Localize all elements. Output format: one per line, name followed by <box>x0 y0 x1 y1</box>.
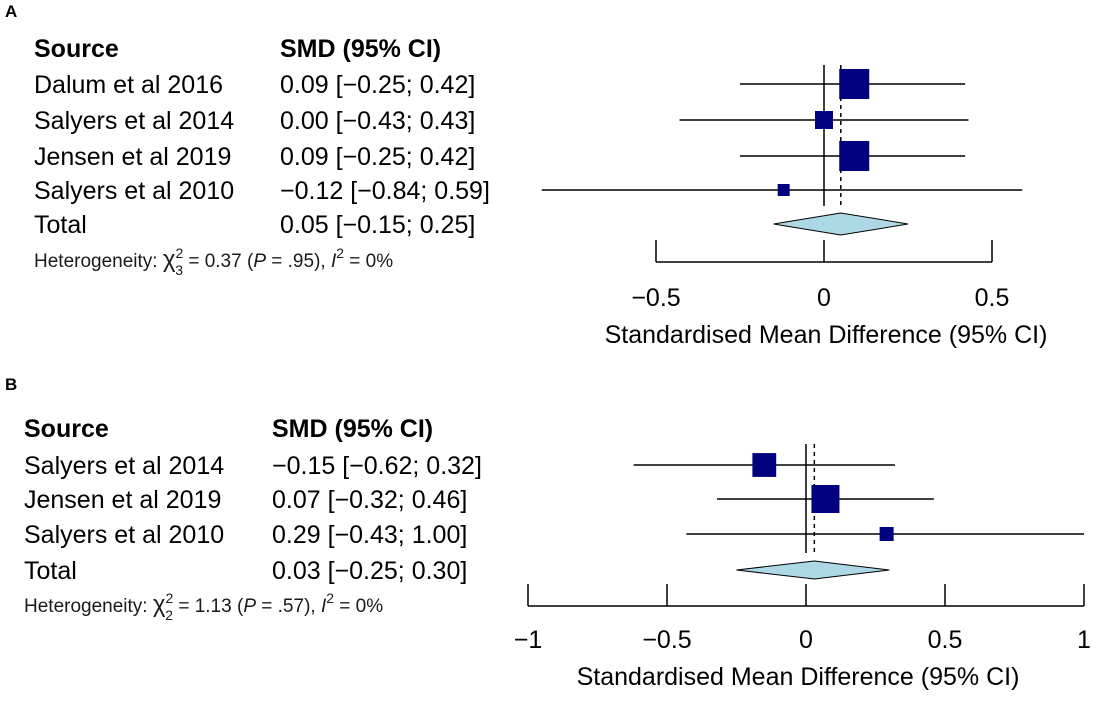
study-smd-ci: −0.15 [−0.62; 0.32] <box>272 452 482 480</box>
heterogeneity-prefix: Heterogeneity: <box>24 596 153 617</box>
x-tick-label: −1 <box>514 626 543 654</box>
study-name: Jensen et al 2019 <box>34 143 231 171</box>
i2-superscript: 2 <box>326 590 334 606</box>
study-name: Jensen et al 2019 <box>24 486 221 514</box>
i2-label: I <box>331 251 337 272</box>
study-effect-box <box>839 69 870 99</box>
x-axis-title: Standardised Mean Difference (95% CI) <box>577 663 1020 691</box>
heterogeneity-statistic: Heterogeneity: χ2 3 = 0.37 (P = .95), I2 … <box>34 245 393 278</box>
study-effect-box <box>815 111 833 129</box>
p-value: = .57), <box>256 596 321 617</box>
source-column-header: Source <box>34 35 119 63</box>
heterogeneity-statistic: Heterogeneity: χ2 2 = 1.13 (P = .57), I2 … <box>24 590 383 623</box>
chi-value: = 1.13 ( <box>173 596 244 617</box>
study-effect-box <box>879 527 894 541</box>
heterogeneity-prefix: Heterogeneity: <box>34 251 163 272</box>
p-value: = .95), <box>266 251 331 272</box>
smd-column-header: SMD (95% CI) <box>272 415 433 443</box>
study-effect-box <box>752 453 777 477</box>
panel-label: A <box>5 2 17 21</box>
study-effect-box <box>777 184 790 196</box>
x-tick-label: 0 <box>817 284 831 312</box>
study-smd-ci: 0.09 [−0.25; 0.42] <box>280 143 475 171</box>
pooled-diamond <box>773 212 909 236</box>
x-tick-label: 0.5 <box>975 284 1010 312</box>
study-name: Salyers et al 2010 <box>24 521 224 549</box>
chi-subscript: 2 <box>165 607 173 623</box>
chi-symbol: χ <box>163 246 176 273</box>
source-column-header: Source <box>24 415 109 443</box>
study-effect-box <box>811 485 840 513</box>
x-tick-label: −0.5 <box>631 284 680 312</box>
x-tick-label: −0.5 <box>642 626 691 654</box>
x-tick-label: 1 <box>1077 626 1091 654</box>
study-smd-ci: 0.09 [−0.25; 0.42] <box>280 71 475 99</box>
chi-subscript: 3 <box>175 262 183 278</box>
total-smd-ci: 0.03 [−0.25; 0.30] <box>272 557 467 585</box>
p-label: P <box>253 251 266 272</box>
panel-label: B <box>5 375 17 394</box>
study-name: Salyers et al 2014 <box>24 452 224 480</box>
p-label: P <box>243 596 256 617</box>
chi-value: = 0.37 ( <box>183 251 254 272</box>
total-label: Total <box>34 211 87 239</box>
i2-value: = 0% <box>334 596 383 617</box>
study-effect-box <box>839 141 870 171</box>
x-axis-title: Standardised Mean Difference (95% CI) <box>605 321 1048 349</box>
chi-symbol: χ <box>153 591 166 618</box>
study-name: Salyers et al 2014 <box>34 107 234 135</box>
i2-superscript: 2 <box>336 245 344 261</box>
total-label: Total <box>24 557 77 585</box>
study-name: Dalum et al 2016 <box>34 71 223 99</box>
study-smd-ci: 0.00 [−0.43; 0.43] <box>280 107 475 135</box>
smd-column-header: SMD (95% CI) <box>280 35 441 63</box>
x-tick-label: 0 <box>799 626 813 654</box>
study-smd-ci: 0.07 [−0.32; 0.46] <box>272 486 467 514</box>
i2-value: = 0% <box>344 251 393 272</box>
pooled-diamond <box>736 560 890 580</box>
study-smd-ci: 0.29 [−0.43; 1.00] <box>272 521 467 549</box>
total-smd-ci: 0.05 [−0.15; 0.25] <box>280 211 475 239</box>
study-name: Salyers et al 2010 <box>34 177 234 205</box>
chi-superscript: 2 <box>175 245 183 261</box>
i2-label: I <box>321 596 327 617</box>
chi-superscript: 2 <box>165 590 173 606</box>
x-tick-label: 0.5 <box>928 626 963 654</box>
study-smd-ci: −0.12 [−0.84; 0.59] <box>280 177 490 205</box>
